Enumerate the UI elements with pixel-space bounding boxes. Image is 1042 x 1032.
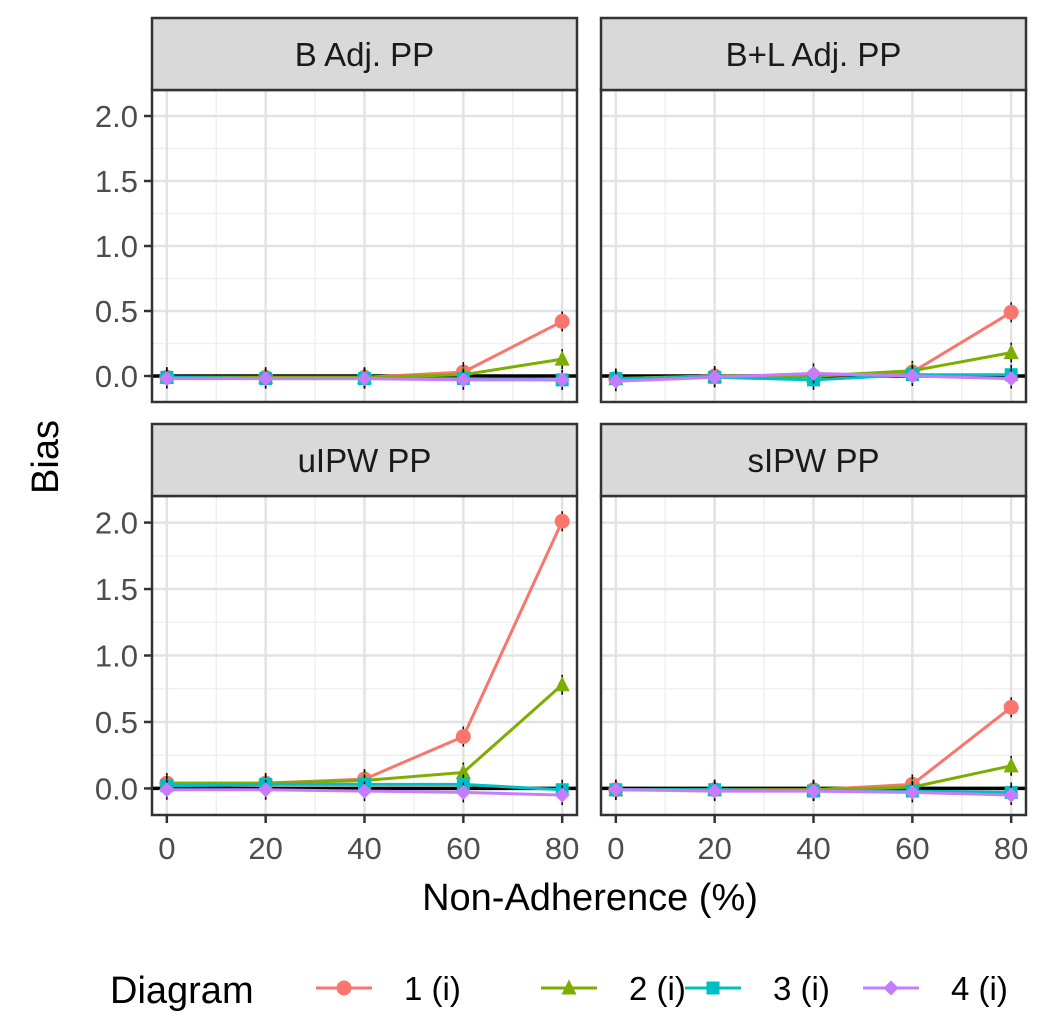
facet-strip (150, 16, 579, 92)
y-tick-label: 2.0 (95, 99, 138, 134)
legend-label: 2 (i) (629, 970, 686, 1007)
facet-strip-label: B+L Adj. PP (726, 36, 902, 73)
legend-entry: 4 (i) (863, 970, 1008, 1007)
legend-entry: 3 (i) (685, 970, 830, 1007)
data-point (1003, 344, 1019, 360)
y-tick-label: 2.0 (95, 506, 138, 541)
data-point (554, 372, 570, 388)
x-tick-label: 20 (697, 831, 731, 866)
x-tick-label: 80 (545, 831, 579, 866)
data-point (258, 371, 274, 387)
data-point (904, 784, 920, 800)
legend-entry: 1 (i) (316, 970, 461, 1007)
data-point (455, 763, 471, 779)
x-tick-label: 0 (158, 831, 175, 866)
legend-label: 3 (i) (773, 970, 830, 1007)
data-point (258, 782, 274, 798)
y-tick-label: 0.0 (95, 359, 138, 394)
data-point (554, 676, 570, 692)
y-tick-label: 0.0 (95, 771, 138, 806)
data-point (455, 729, 471, 745)
facet-panel: sIPW PP 0 20 40 60 80 (599, 422, 1028, 866)
data-point (1003, 787, 1019, 803)
legend: Diagram 1 (i) 2 (i) 3 (i) 4 (i) (110, 970, 1008, 1012)
facet-panel: uIPW PP 0.0 0.5 1.0 1.5 2.0 0 20 40 60 80 (95, 422, 579, 866)
data-point (608, 782, 624, 798)
x-tick-label: 0 (607, 831, 624, 866)
y-tick-label: 0.5 (95, 705, 138, 740)
y-tick-label: 1.0 (95, 639, 138, 674)
data-point (455, 372, 471, 388)
data-point (806, 783, 821, 799)
data-point (357, 783, 372, 799)
y-axis-title: Bias (25, 420, 67, 494)
legend-key-marker (336, 980, 352, 996)
facet-strip-label: sIPW PP (747, 442, 879, 479)
facet-strip (150, 422, 579, 498)
x-tick-label: 20 (248, 831, 282, 866)
legend-key-marker (561, 979, 577, 995)
legend-key-marker (883, 980, 899, 996)
facet-strip-label: uIPW PP (298, 442, 432, 479)
data-point (159, 782, 175, 798)
data-point (1003, 757, 1019, 773)
data-point (707, 369, 723, 385)
data-point (159, 371, 175, 387)
facet-panel: B Adj. PP 0.0 0.5 1.0 1.5 2.0 (95, 16, 579, 404)
data-point (554, 513, 570, 529)
data-point (455, 784, 471, 800)
data-point (554, 313, 570, 329)
legend-key-marker (706, 981, 720, 995)
legend-title: Diagram (110, 970, 254, 1012)
legend-entry: 2 (i) (541, 970, 686, 1007)
facet-strip (599, 422, 1028, 498)
facet-strip (599, 16, 1028, 92)
data-point (357, 371, 372, 387)
data-point (554, 350, 570, 366)
data-point (1003, 371, 1019, 387)
y-tick-label: 0.5 (95, 294, 138, 329)
data-point (1003, 699, 1019, 715)
y-tick-label: 1.0 (95, 229, 138, 264)
x-tick-label: 80 (994, 831, 1028, 866)
y-tick-label: 1.5 (95, 164, 138, 199)
x-tick-label: 40 (347, 831, 381, 866)
legend-label: 1 (i) (404, 970, 461, 1007)
x-axis-title: Non-Adherence (%) (422, 877, 758, 919)
legend-label: 4 (i) (951, 970, 1008, 1007)
data-point (707, 783, 723, 799)
data-point (554, 787, 570, 803)
facet-panel: B+L Adj. PP (599, 16, 1028, 404)
x-tick-label: 60 (895, 831, 929, 866)
data-point (806, 365, 821, 381)
y-tick-label: 1.5 (95, 572, 138, 607)
data-point (1003, 304, 1019, 320)
x-tick-label: 60 (446, 831, 480, 866)
panels-layer: B Adj. PP 0.0 0.5 1.0 1.5 2.0 B+L Adj. PP uIPW … (95, 16, 1028, 866)
facet-strip-label: B Adj. PP (295, 36, 434, 73)
x-tick-label: 40 (796, 831, 830, 866)
data-point (904, 368, 920, 384)
data-point (608, 373, 624, 389)
